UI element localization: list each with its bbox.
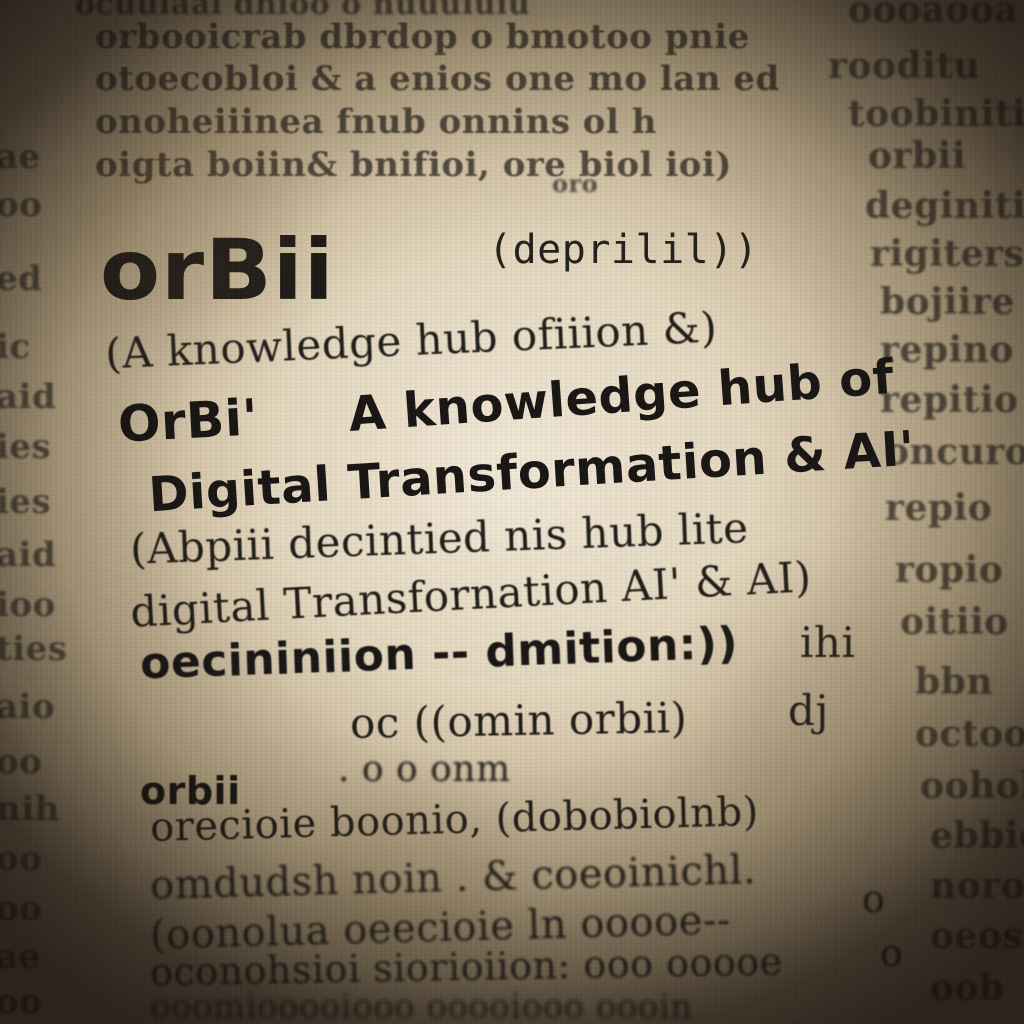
- text-line: oconohsioi siorioiion: ooo ooooe: [149, 939, 783, 995]
- headline-lead: OrBi': [116, 388, 260, 454]
- page-title: orBii: [100, 221, 335, 319]
- left-margin-text: ies: [0, 427, 52, 467]
- left-margin-text: aio: [0, 687, 56, 727]
- right-margin-text: oohol: [920, 765, 1024, 807]
- text-line: ihi: [800, 618, 856, 667]
- right-margin-text: oob: [930, 967, 1005, 1009]
- left-margin-text: ties: [0, 629, 68, 669]
- right-margin-text: ropio: [895, 549, 1004, 591]
- right-margin-text: oooaooa: [848, 0, 1019, 31]
- bg-text-line: orbooicrab dbrdop o bmotoo pnie: [95, 17, 750, 57]
- left-margin-text: ae: [0, 137, 41, 177]
- right-margin-text: bojiire: [880, 281, 1015, 323]
- left-margin-text: aid: [0, 535, 57, 575]
- left-margin-text: ed: [0, 259, 43, 299]
- left-margin-text: ic: [0, 327, 31, 367]
- right-margin-text: toobiniti: [848, 93, 1024, 135]
- right-margin-text: ebbio: [930, 815, 1024, 857]
- text-line: oc ((omin orbii): [349, 693, 688, 748]
- left-margin-text: oo: [0, 839, 43, 879]
- bg-text-line: otoecobloi & a enios one mo lan ed: [95, 59, 780, 99]
- left-margin-text: ae: [0, 937, 41, 977]
- right-margin-text: repitio: [880, 379, 1019, 421]
- headline-digital-transformation: Digital Transformation & AI': [147, 420, 917, 524]
- bg-text-line: onoheiiinea fnub onnins ol h: [95, 102, 657, 142]
- left-margin-text: oo: [0, 982, 43, 1022]
- right-margin-text: repio: [885, 487, 993, 529]
- bg-text-line: oigta boiin& bnifioi, ore biol ioi): [95, 145, 732, 185]
- right-margin-text: oeos: [930, 915, 1024, 957]
- right-margin-text: oitiio: [900, 601, 1009, 643]
- left-margin-text: ies: [0, 482, 52, 522]
- right-margin-text: deginiti: [865, 185, 1024, 227]
- right-margin-text: orbii: [868, 135, 967, 177]
- text-line: o: [862, 877, 886, 921]
- text-line: ooomiooooiooo ooooiooo oooin: [150, 987, 693, 1024]
- text-line: dj: [788, 686, 829, 735]
- left-margin-text: oo: [0, 742, 43, 782]
- left-margin-text: nih: [0, 789, 60, 829]
- text-line: orecioie boonio, (dobobiolnb): [149, 789, 760, 851]
- text-line: . o o onm: [338, 749, 511, 790]
- text-line: omdudsh noin . & coeoinichl.: [149, 847, 757, 909]
- left-margin-text: oo: [0, 889, 43, 929]
- left-margin-text: oo: [0, 185, 43, 225]
- right-margin-text: rooditu: [828, 45, 981, 87]
- right-margin-text: octoo: [915, 713, 1024, 755]
- right-margin-text: noro: [930, 865, 1024, 907]
- left-margin-text: ioo: [0, 585, 56, 625]
- text-line: o: [880, 931, 904, 975]
- title-parenthetical: (deprilil)): [488, 227, 759, 273]
- right-margin-text: bbn: [915, 661, 994, 703]
- left-margin-text: aid: [0, 377, 57, 417]
- bg-text-line: oro: [552, 169, 599, 198]
- right-margin-text: rigiters: [870, 233, 1024, 275]
- right-margin-text: repino: [880, 329, 1014, 371]
